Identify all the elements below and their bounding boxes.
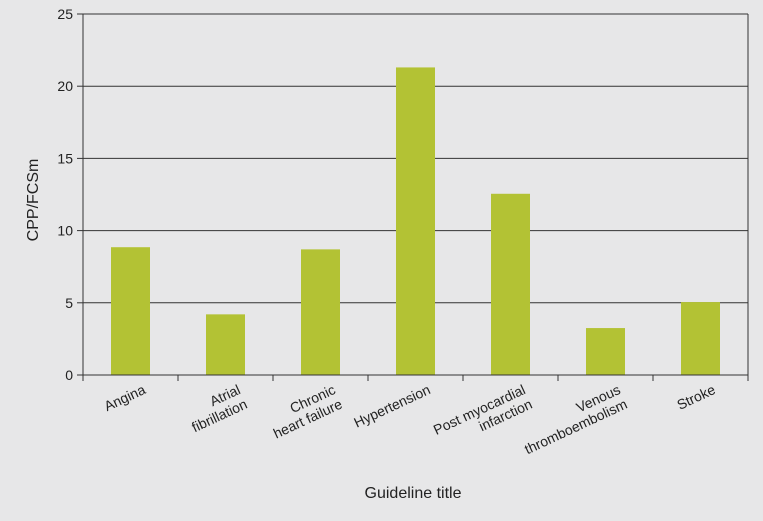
bar bbox=[491, 193, 530, 375]
y-tick-labels: 0 5 10 15 20 25 bbox=[57, 6, 73, 383]
x-tick-label: Venousthromboembolism bbox=[515, 381, 629, 457]
y-tick-label: 5 bbox=[65, 295, 73, 311]
y-tick-label: 15 bbox=[57, 150, 73, 166]
x-tick-label: Atrialfibrillation bbox=[182, 381, 249, 435]
x-tick-labels: Angina Atrialfibrillation Chronicheart fai… bbox=[101, 381, 717, 457]
x-tick-label: Stroke bbox=[674, 381, 718, 413]
bar bbox=[301, 249, 340, 375]
bars bbox=[111, 67, 720, 375]
y-tick-label: 25 bbox=[57, 6, 73, 22]
y-tick-label: 0 bbox=[65, 367, 73, 383]
bar bbox=[586, 328, 625, 375]
y-axis-title: CPP/FCSm bbox=[25, 159, 42, 242]
x-axis-title: Guideline title bbox=[365, 485, 462, 502]
x-tick-label: Chronicheart failure bbox=[264, 381, 345, 441]
x-tick-label: Angina bbox=[101, 381, 147, 414]
bar bbox=[681, 302, 720, 375]
x-tick-label: Post myocardialinfarction bbox=[431, 381, 535, 452]
bar bbox=[396, 67, 435, 375]
axes bbox=[77, 13, 749, 381]
y-tick-label: 10 bbox=[57, 223, 73, 239]
bar bbox=[111, 247, 150, 375]
x-tick-label: Hypertension bbox=[351, 381, 433, 430]
bar bbox=[206, 314, 245, 375]
y-tick-label: 20 bbox=[57, 78, 73, 94]
